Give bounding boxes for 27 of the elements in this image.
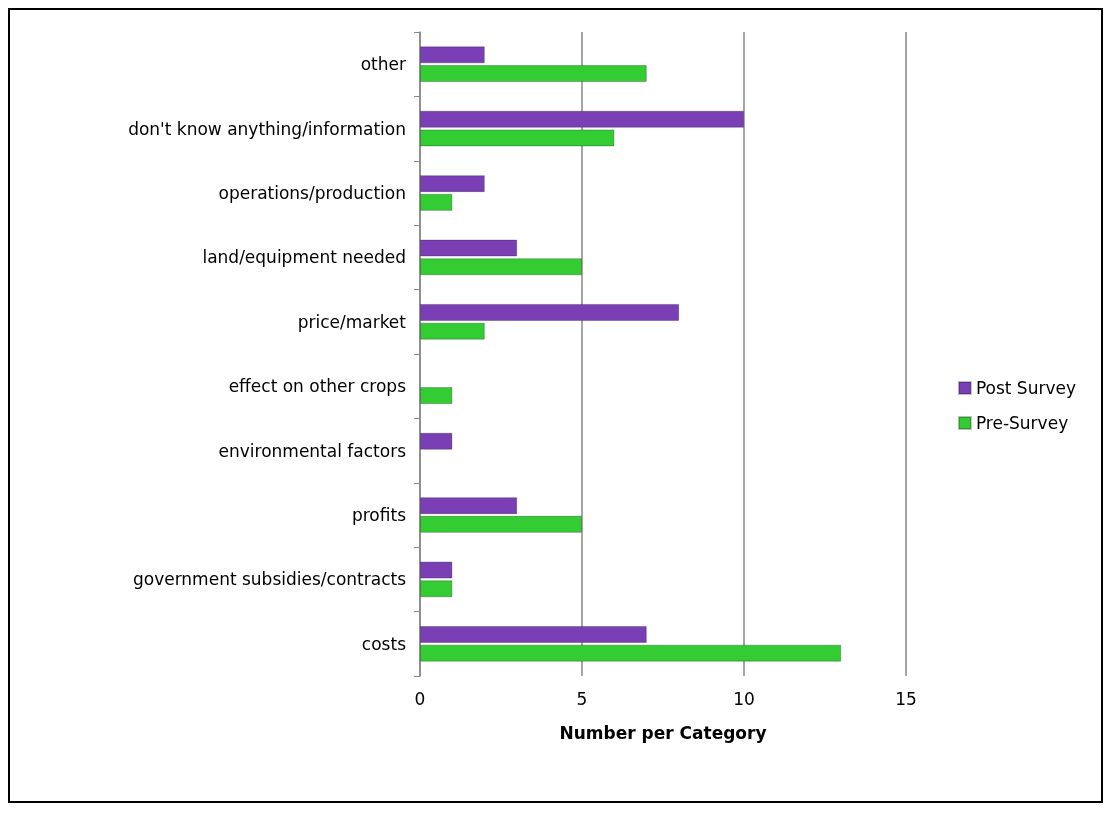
x-tick-label: 10 — [733, 688, 755, 709]
y-tick-label: other — [360, 54, 406, 75]
y-tick-label: price/market — [297, 311, 407, 332]
legend-label: Pre-Survey — [975, 413, 1069, 433]
bar — [420, 387, 453, 405]
y-tick-label: operations/production — [218, 183, 406, 203]
bar — [420, 432, 453, 450]
x-tick-label: 5 — [576, 688, 588, 709]
y-tick-label: profits — [351, 505, 407, 525]
bar — [420, 322, 485, 340]
legend-label: Post Survey — [975, 378, 1076, 398]
bar — [420, 175, 485, 193]
y-tick-label: environmental factors — [218, 440, 407, 461]
bar — [420, 625, 647, 643]
x-tick-label: 15 — [895, 688, 917, 709]
bar — [420, 303, 680, 321]
y-tick-label: effect on other crops — [228, 376, 407, 397]
y-tick-label: don't know anything/information — [128, 118, 406, 139]
y-tick-label: costs — [361, 633, 407, 654]
bar — [420, 515, 582, 533]
x-tick-label: 0 — [414, 688, 426, 709]
bar — [420, 193, 453, 211]
x-axis-title: Number per Category — [559, 722, 767, 743]
bar — [420, 497, 518, 515]
y-tick-label: government subsidies/contracts — [132, 569, 407, 590]
bar — [420, 644, 842, 662]
y-tick-label: land/equipment needed — [202, 247, 406, 268]
